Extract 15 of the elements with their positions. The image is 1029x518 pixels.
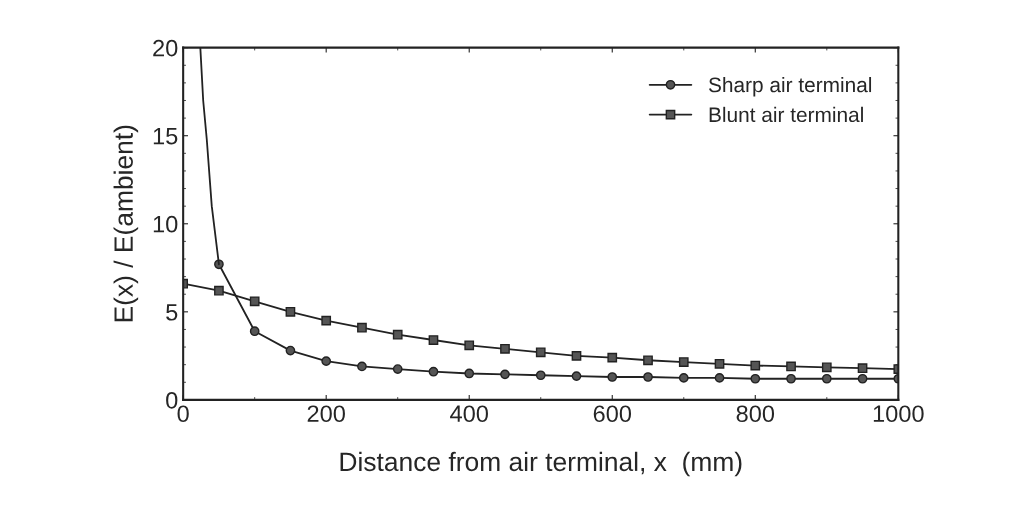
y-tick-label: 20 [153,39,178,57]
y-tick-label: 15 [153,128,178,145]
x-tick-label: 800 [736,405,775,423]
x-tick-label: 0 [177,405,189,423]
x-tick-label: 600 [593,405,632,423]
legend-label: Sharp air terminal [708,76,872,97]
legend-label: Blunt air terminal [709,106,863,123]
y-tick-label: 0 [166,391,178,409]
y-axis-title: E(x) / E(ambient) [113,125,139,322]
x-tick-label: 200 [307,405,345,423]
x-tick-label: 1000 [873,405,924,423]
x-axis-title: Distance from air terminal, x (mm) [340,451,742,477]
y-tick-label: 10 [153,215,178,233]
x-tick-label: 400 [450,405,488,423]
y-tick-label: 5 [166,304,178,321]
